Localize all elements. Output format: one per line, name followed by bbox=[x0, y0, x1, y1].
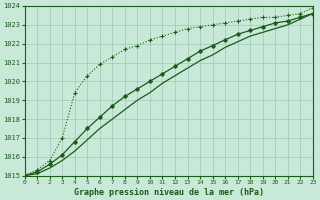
X-axis label: Graphe pression niveau de la mer (hPa): Graphe pression niveau de la mer (hPa) bbox=[74, 188, 264, 197]
